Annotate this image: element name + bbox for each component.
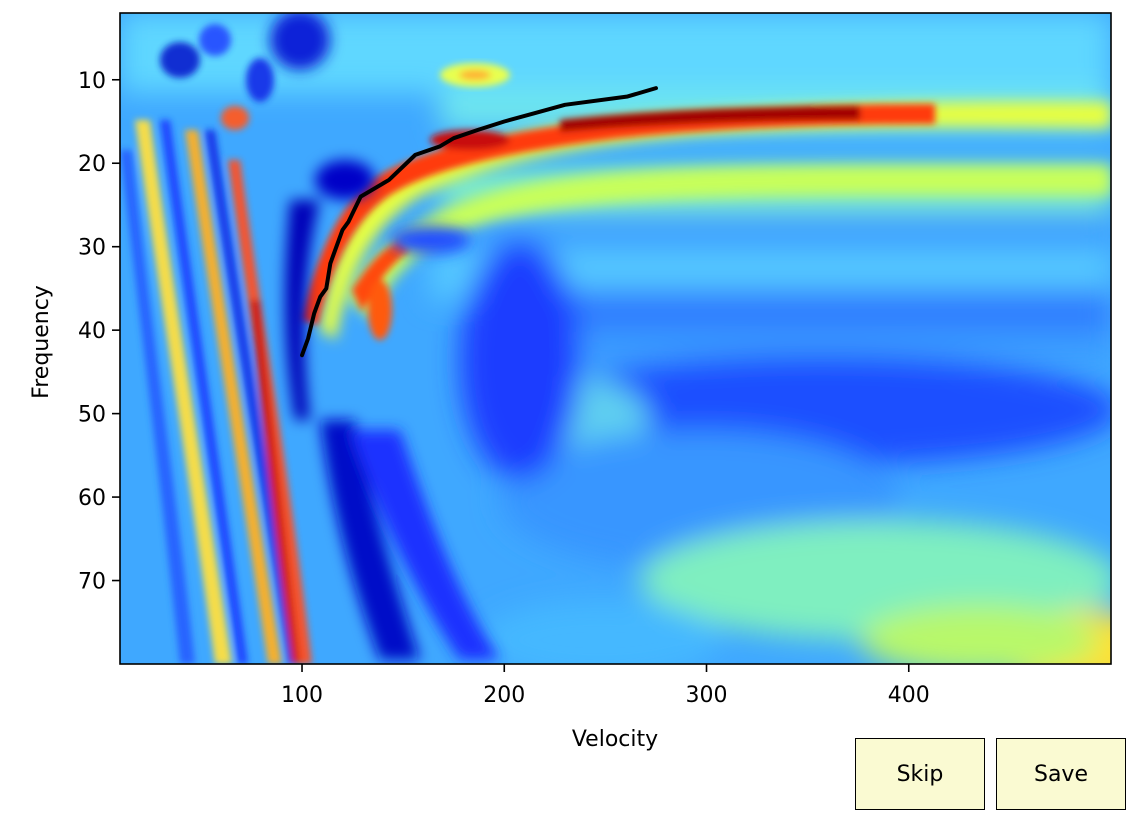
x-tick-label: 400 — [888, 683, 930, 708]
x-tick-label: 200 — [483, 683, 525, 708]
skip-button[interactable]: Skip — [855, 738, 985, 810]
y-tick-label: 20 — [78, 152, 106, 177]
x-axis: 100 200 300 400 — [281, 664, 930, 708]
y-tick-label: 40 — [78, 319, 106, 344]
picked-curve-line — [300, 86, 658, 358]
y-axis-label: Frequency — [29, 285, 54, 399]
save-button-label: Save — [1033, 761, 1088, 787]
skip-button-label: Skip — [896, 761, 944, 787]
y-tick-label: 60 — [78, 486, 106, 511]
x-tick-label: 100 — [281, 683, 323, 708]
y-tick-label: 30 — [78, 236, 106, 261]
y-tick-label: 70 — [78, 570, 106, 595]
y-tick-label: 10 — [78, 69, 106, 94]
y-axis: 10 20 30 40 50 60 70 — [78, 69, 120, 595]
save-button[interactable]: Save — [996, 738, 1126, 810]
plot-frame — [119, 12, 1112, 665]
x-tick-label: 300 — [686, 683, 728, 708]
x-axis-label: Velocity — [572, 727, 658, 752]
dispersion-heatmap — [120, 13, 1111, 664]
y-tick-label: 50 — [78, 403, 106, 428]
